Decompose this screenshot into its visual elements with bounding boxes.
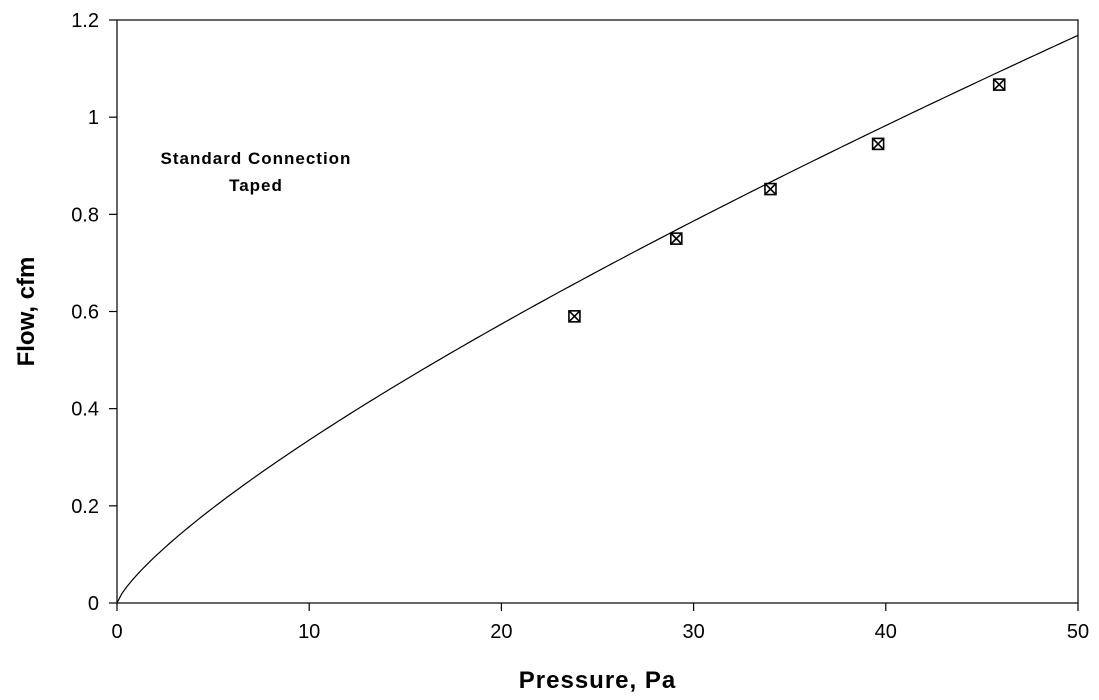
data-point bbox=[568, 310, 581, 323]
y-tick-label: 1 bbox=[88, 107, 99, 129]
x-tick-label: 20 bbox=[490, 621, 512, 643]
x-tick-label: 30 bbox=[682, 621, 704, 643]
plot-area bbox=[116, 19, 1079, 604]
y-tick-label: 0.2 bbox=[71, 496, 99, 518]
x-tick-label: 0 bbox=[111, 621, 122, 643]
annotation-line-1: Standard Connection bbox=[161, 149, 352, 168]
x-tick-label: 50 bbox=[1067, 621, 1089, 643]
plot-border bbox=[116, 19, 1079, 604]
data-points bbox=[568, 78, 1006, 323]
x-axis-ticks: 0 10 20 30 40 50 bbox=[111, 603, 1089, 643]
x-tick-label: 40 bbox=[875, 621, 897, 643]
x-tick-label: 10 bbox=[298, 621, 320, 643]
data-point bbox=[871, 137, 885, 151]
y-tick-label: 0 bbox=[88, 593, 99, 615]
y-tick-label: 0.4 bbox=[71, 399, 99, 421]
data-point bbox=[670, 232, 683, 245]
data-point bbox=[764, 182, 777, 196]
x-axis-title: Pressure, Pa bbox=[519, 667, 676, 694]
fit-curve bbox=[116, 34, 1079, 604]
data-point bbox=[992, 78, 1006, 91]
y-axis-title: Flow, cfm bbox=[13, 257, 40, 367]
y-axis-ticks: 0 0.2 0.4 0.6 0.8 1 1.2 bbox=[71, 10, 117, 615]
y-tick-label: 1.2 bbox=[71, 10, 99, 32]
y-tick-label: 0.8 bbox=[71, 204, 99, 226]
y-tick-label: 0.6 bbox=[71, 302, 99, 324]
annotation-line-2: Taped bbox=[229, 176, 283, 195]
